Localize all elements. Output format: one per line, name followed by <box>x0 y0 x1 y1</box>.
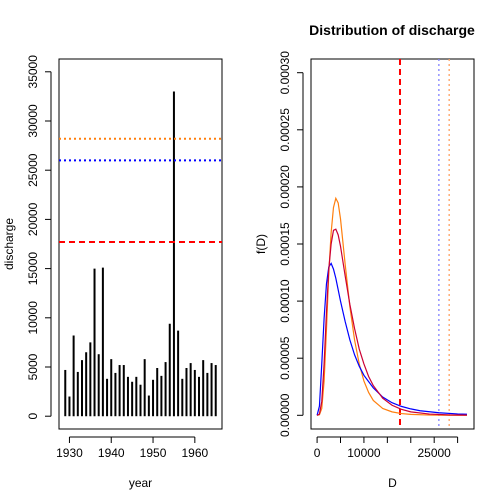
y-tick-label: 5000 <box>26 353 40 380</box>
y-tick-label: 0.00015 <box>278 222 292 266</box>
density-curve <box>316 228 467 416</box>
discharge-timeseries-panel: 1930 1940 1950 1960 year 0 5000 10000 15000 20000… <box>2 55 223 490</box>
y-tick-label: 25000 <box>26 153 40 187</box>
y-tick-label: 10000 <box>26 301 40 335</box>
y-tick-label: 20000 <box>26 202 40 236</box>
y-tick-label: 0.00025 <box>278 108 292 152</box>
y-tick-label: 0 <box>26 413 40 420</box>
x-tick-label: 10000 <box>347 446 381 460</box>
y-tick-label: 35000 <box>26 55 40 89</box>
y-tick-label: 0.00000 <box>278 393 292 437</box>
x-tick-label: 0 <box>314 446 321 460</box>
plot-area <box>316 59 467 429</box>
density-curve <box>316 196 467 416</box>
x-axis-label: year <box>129 476 152 490</box>
y-axis-label: f(D) <box>254 234 268 254</box>
y-tick-label: 0.00010 <box>278 279 292 323</box>
y-tick-label: 30000 <box>26 104 40 138</box>
x-tick-label: 1930 <box>56 446 83 460</box>
x-axis-label: D <box>388 476 397 490</box>
y-tick-label: 0.00020 <box>278 165 292 209</box>
plot-frame <box>58 58 223 430</box>
density-curve <box>316 262 467 416</box>
x-tick-label: 1960 <box>181 446 208 460</box>
x-tick-label: 1940 <box>98 446 125 460</box>
y-tick-label: 0.00005 <box>278 336 292 380</box>
plot-frame <box>310 58 475 430</box>
y-tick-label: 0.00030 <box>278 51 292 95</box>
chart-title: Distribution of discharge <box>309 22 475 38</box>
discharge-density-panel: Distribution of discharge 0 10000 25000 D 0.0… <box>254 22 475 490</box>
y-axis-label: discharge <box>2 218 16 270</box>
x-tick-label: 1950 <box>140 446 167 460</box>
y-tick-label: 15000 <box>26 252 40 286</box>
x-tick-label: 25000 <box>417 446 451 460</box>
